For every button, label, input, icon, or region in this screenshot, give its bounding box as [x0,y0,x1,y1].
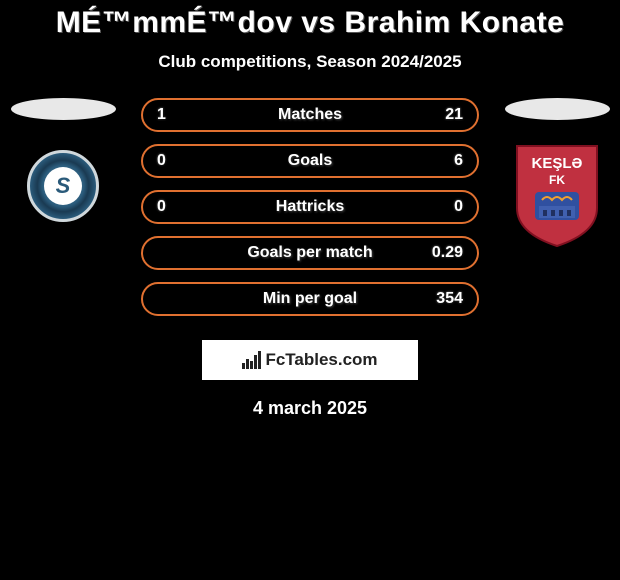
subtitle: Club competitions, Season 2024/2025 [0,52,620,72]
stat-left-value: 0 [157,152,197,170]
stat-right-value: 21 [423,106,463,124]
comparison-card: MÉ™mmÉ™dov vs Brahim Konate Club competi… [0,0,620,419]
stat-row: 0 Hattricks 0 [141,190,479,224]
date-label: 4 march 2025 [0,398,620,419]
page-title: MÉ™mmÉ™dov vs Brahim Konate [0,6,620,40]
stat-label: Min per goal [263,290,357,308]
stat-row: 1 Matches 21 [141,98,479,132]
stat-label: Matches [278,106,342,124]
stat-row: Goals per match 0.29 [141,236,479,270]
right-club-name: KEŞLƏ [532,155,583,172]
chart-icon [242,351,261,369]
footer-brand-text: FcTables.com [265,350,377,370]
stat-label: Hattricks [276,198,344,216]
right-club-sub: FK [549,173,565,187]
stat-label: Goals per match [247,244,372,262]
left-player-oval [11,98,116,120]
stat-row: 0 Goals 6 [141,144,479,178]
left-club-badge: S [27,150,99,222]
stats-panel: 1 Matches 21 0 Goals 6 0 Hattricks 0 Goa… [129,98,491,328]
right-side: KEŞLƏ FK [502,98,612,248]
stat-right-value: 0.29 [423,244,463,262]
main-row: S 1 Matches 21 0 Goals 6 0 Hattricks 0 G… [0,98,620,328]
left-club-letter: S [44,167,82,205]
stat-left-value: 1 [157,106,197,124]
stat-right-value: 0 [423,198,463,216]
stat-left-value: 0 [157,198,197,216]
right-club-badge: KEŞLƏ FK [507,138,607,248]
stat-row: Min per goal 354 [141,282,479,316]
stat-right-value: 354 [423,290,463,308]
stat-right-value: 6 [423,152,463,170]
stat-label: Goals [288,152,332,170]
right-player-oval [505,98,610,120]
footer-brand-box: FcTables.com [202,340,418,380]
left-side: S [8,98,118,222]
